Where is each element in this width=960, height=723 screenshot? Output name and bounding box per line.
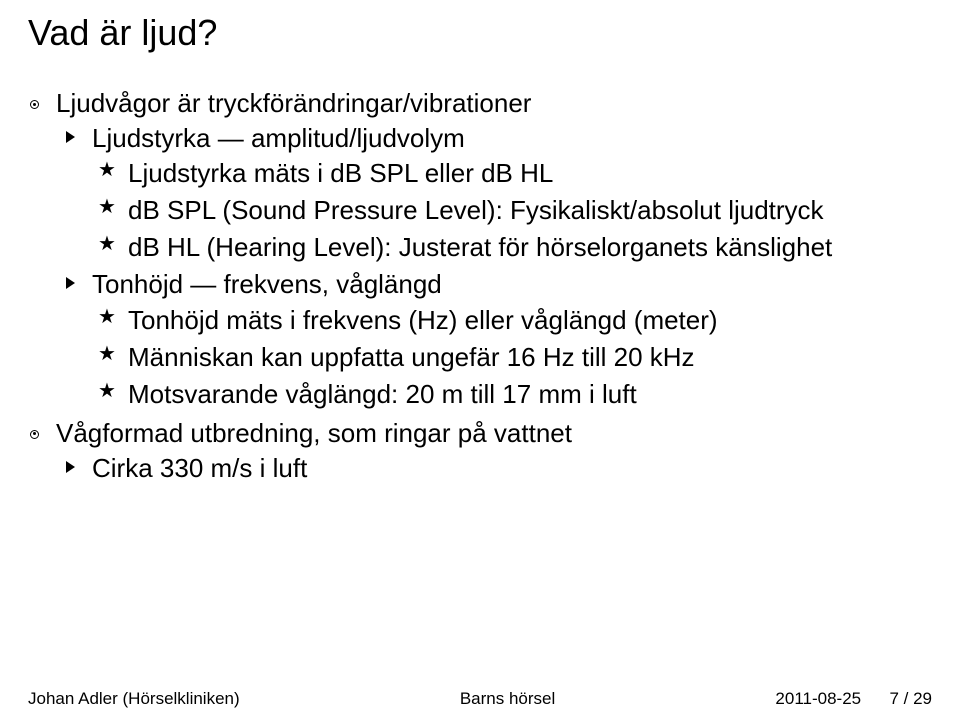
footer-title: Barns hörsel xyxy=(460,689,555,709)
bullet-star-icon: ★ xyxy=(98,307,116,327)
bullet-triangle-icon xyxy=(66,277,75,289)
list-item: ★ dB HL (Hearing Level): Justerat för hö… xyxy=(92,230,932,265)
list-item: Ljudstyrka — amplitud/ljudvolym ★ Ljudst… xyxy=(56,121,932,265)
list-item: Tonhöjd — frekvens, våglängd ★ Tonhöjd m… xyxy=(56,267,932,411)
bullet-list-level3: ★ Ljudstyrka mäts i dB SPL eller dB HL ★… xyxy=(92,156,932,265)
bullet-star-icon: ★ xyxy=(98,197,116,217)
bullet-text: Ljudstyrka mäts i dB SPL eller dB HL xyxy=(128,158,553,188)
bullet-text: Ljudvågor är tryckförändringar/vibration… xyxy=(56,88,531,118)
bullet-star-icon: ★ xyxy=(98,381,116,401)
bullet-list-level3: ★ Tonhöjd mäts i frekvens (Hz) eller våg… xyxy=(92,303,932,412)
list-item: ★ Motsvarande våglängd: 20 m till 17 mm … xyxy=(92,377,932,412)
bullet-star-icon: ★ xyxy=(98,160,116,180)
bullet-text: Vågformad utbredning, som ringar på vatt… xyxy=(56,418,572,448)
list-item: ★ dB SPL (Sound Pressure Level): Fysikal… xyxy=(92,193,932,228)
bullet-ring-icon xyxy=(30,430,39,439)
bullet-text: Tonhöjd mäts i frekvens (Hz) eller våglä… xyxy=(128,305,718,335)
list-item: Vågformad utbredning, som ringar på vatt… xyxy=(28,416,932,486)
slide-content: Ljudvågor är tryckförändringar/vibration… xyxy=(28,86,932,486)
bullet-triangle-icon xyxy=(66,461,75,473)
slide-footer: Johan Adler (Hörselkliniken) Barns hörse… xyxy=(28,689,932,709)
bullet-star-icon: ★ xyxy=(98,234,116,254)
slide-title: Vad är ljud? xyxy=(28,12,932,54)
bullet-list-level1: Ljudvågor är tryckförändringar/vibration… xyxy=(28,86,932,486)
bullet-text: Ljudstyrka — amplitud/ljudvolym xyxy=(92,123,465,153)
list-item: Ljudvågor är tryckförändringar/vibration… xyxy=(28,86,932,412)
bullet-ring-icon xyxy=(30,100,39,109)
bullet-text: Cirka 330 m/s i luft xyxy=(92,453,307,483)
footer-page: 2011-08-25 7 / 29 xyxy=(775,689,932,709)
bullet-list-level2: Ljudstyrka — amplitud/ljudvolym ★ Ljudst… xyxy=(56,121,932,412)
bullet-star-icon: ★ xyxy=(98,344,116,364)
bullet-text: Människan kan uppfatta ungefär 16 Hz til… xyxy=(128,342,695,372)
bullet-text: Motsvarande våglängd: 20 m till 17 mm i … xyxy=(128,379,637,409)
bullet-list-level2: Cirka 330 m/s i luft xyxy=(56,451,932,486)
footer-author: Johan Adler (Hörselkliniken) xyxy=(28,689,240,709)
list-item: ★ Människan kan uppfatta ungefär 16 Hz t… xyxy=(92,340,932,375)
bullet-triangle-icon xyxy=(66,131,75,143)
list-item: ★ Tonhöjd mäts i frekvens (Hz) eller våg… xyxy=(92,303,932,338)
bullet-text: Tonhöjd — frekvens, våglängd xyxy=(92,269,442,299)
list-item: Cirka 330 m/s i luft xyxy=(56,451,932,486)
bullet-text: dB HL (Hearing Level): Justerat för hörs… xyxy=(128,232,832,262)
list-item: ★ Ljudstyrka mäts i dB SPL eller dB HL xyxy=(92,156,932,191)
slide: Vad är ljud? Ljudvågor är tryckförändrin… xyxy=(0,0,960,723)
bullet-text: dB SPL (Sound Pressure Level): Fysikalis… xyxy=(128,195,824,225)
